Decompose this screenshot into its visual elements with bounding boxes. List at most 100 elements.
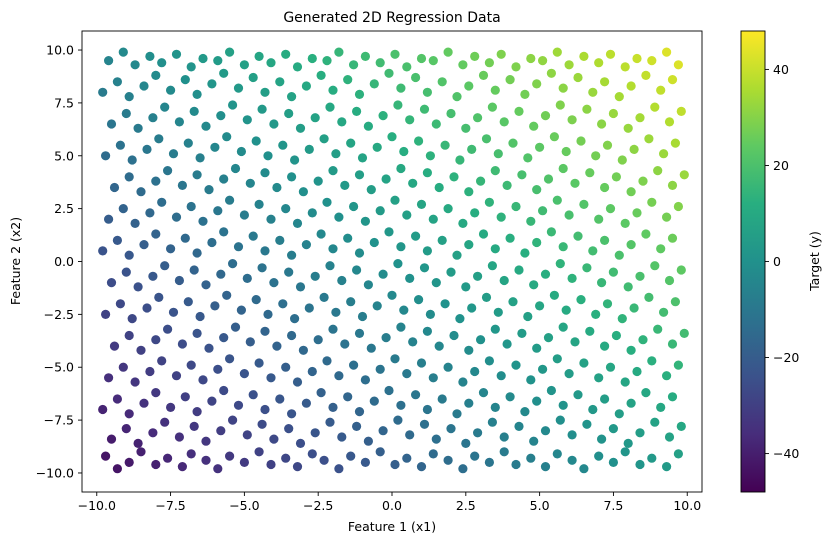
- data-point: [275, 235, 285, 245]
- data-point: [145, 366, 155, 377]
- data-point: [505, 233, 515, 243]
- data-point: [558, 322, 568, 332]
- data-point: [667, 233, 678, 243]
- data-point: [109, 182, 120, 193]
- data-point: [98, 246, 108, 256]
- data-point: [555, 415, 565, 425]
- data-point: [667, 75, 678, 85]
- data-point: [177, 339, 187, 349]
- data-point: [328, 166, 338, 176]
- data-point: [540, 462, 551, 472]
- data-point: [166, 244, 176, 254]
- data-point: [567, 115, 577, 125]
- data-point: [396, 242, 406, 252]
- data-point: [608, 108, 619, 119]
- data-point: [402, 210, 412, 220]
- data-point: [419, 419, 430, 429]
- data-point: [210, 142, 220, 152]
- data-point: [431, 278, 441, 288]
- data-point: [375, 364, 385, 374]
- data-point: [219, 174, 229, 184]
- data-point: [292, 218, 303, 228]
- data-point: [269, 119, 279, 129]
- data-point: [225, 354, 235, 364]
- data-point: [352, 106, 362, 116]
- data-point: [425, 309, 435, 319]
- data-point: [287, 92, 297, 102]
- data-point: [307, 449, 317, 459]
- data-point: [496, 212, 506, 222]
- data-point: [452, 92, 462, 102]
- data-point: [520, 248, 530, 258]
- data-point: [216, 426, 226, 436]
- data-point: [251, 295, 261, 305]
- data-point: [310, 271, 320, 281]
- data-point: [313, 176, 323, 186]
- data-point: [180, 233, 190, 243]
- data-point: [673, 360, 684, 370]
- data-point: [594, 214, 604, 224]
- data-point: [416, 462, 427, 472]
- data-point: [242, 115, 252, 125]
- data-point: [464, 240, 474, 250]
- data-point: [266, 459, 276, 470]
- x-tick-label: −10.0: [78, 498, 116, 513]
- data-point: [579, 199, 589, 209]
- data-point: [393, 100, 403, 110]
- data-point: [647, 56, 657, 66]
- data-point: [216, 111, 226, 121]
- data-point: [328, 85, 338, 95]
- data-point: [254, 447, 264, 457]
- data-point: [529, 280, 539, 290]
- data-point: [177, 462, 187, 472]
- data-point: [304, 303, 314, 313]
- data-point: [225, 47, 235, 57]
- data-point: [396, 322, 406, 332]
- data-point: [101, 309, 111, 319]
- data-point: [145, 208, 155, 218]
- data-point: [511, 459, 521, 470]
- data-point: [526, 53, 536, 64]
- data-point: [673, 60, 684, 70]
- data-point: [573, 72, 583, 83]
- data-point: [160, 102, 170, 112]
- data-point: [449, 172, 459, 182]
- data-point: [328, 324, 338, 334]
- data-point: [130, 60, 140, 70]
- data-point: [470, 51, 480, 62]
- data-point: [112, 235, 122, 245]
- data-point: [124, 172, 134, 182]
- y-tick-label: −5.0: [44, 360, 74, 375]
- data-point: [437, 394, 447, 404]
- x-tick-label: 2.5: [456, 498, 476, 513]
- data-point: [611, 172, 622, 182]
- data-point: [673, 449, 684, 459]
- data-point: [136, 187, 146, 197]
- data-point: [204, 185, 214, 195]
- data-point: [629, 303, 639, 313]
- data-point: [154, 134, 164, 144]
- data-point: [112, 464, 122, 474]
- data-point: [213, 206, 223, 216]
- data-point: [470, 366, 480, 377]
- data-point: [428, 449, 438, 459]
- data-point: [667, 339, 678, 349]
- data-point: [555, 259, 565, 269]
- x-tick-label: −5.0: [229, 498, 259, 513]
- data-point: [461, 282, 471, 292]
- data-point: [662, 462, 672, 472]
- data-point: [402, 62, 412, 72]
- data-point: [248, 231, 258, 241]
- data-point: [626, 187, 636, 197]
- data-point: [623, 123, 633, 133]
- data-point: [600, 341, 610, 351]
- data-point: [104, 214, 114, 224]
- data-point: [139, 398, 149, 408]
- data-point: [552, 354, 562, 364]
- x-axis-ticks: −10.0 −7.5 −5.0 −2.5 0.0 2.5 5.0 7.5 10.0: [78, 492, 701, 513]
- data-point: [316, 229, 326, 239]
- data-point: [626, 398, 636, 408]
- data-point: [573, 231, 583, 241]
- data-point: [195, 153, 205, 163]
- data-point: [552, 47, 562, 57]
